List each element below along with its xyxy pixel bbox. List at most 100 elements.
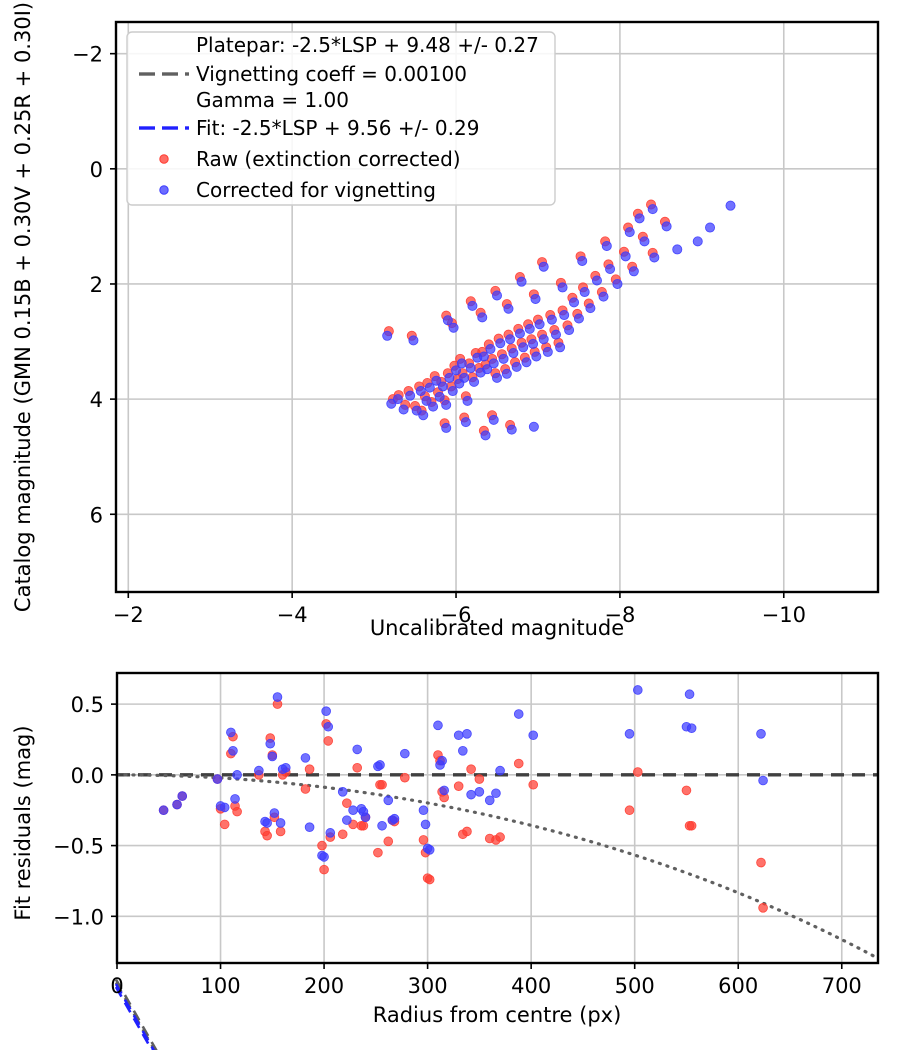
data-point (158, 805, 169, 816)
data-point (705, 222, 716, 233)
data-point (564, 325, 575, 336)
data-point (639, 236, 650, 247)
data-point (442, 315, 453, 326)
data-point (265, 738, 276, 749)
data-point (528, 779, 539, 790)
data-point (460, 417, 471, 428)
bottom-panel-tick-labels: 0 100 200 300 400 500 600 700 0.5 0.0 −0.5 −1.0 (53, 693, 862, 998)
data-point (337, 787, 348, 797)
legend-marker-raw (159, 154, 169, 164)
data-point (434, 391, 445, 402)
data-point (219, 819, 230, 830)
data-point (466, 789, 476, 800)
x-tick-label: 700 (822, 974, 862, 998)
data-point (557, 282, 568, 293)
data-point (518, 342, 529, 353)
data-point (528, 338, 539, 349)
data-point (275, 826, 286, 837)
data-point (686, 820, 697, 831)
data-point (612, 278, 623, 289)
x-tick-label: 300 (408, 974, 448, 998)
data-point (534, 319, 545, 330)
data-point (725, 200, 736, 211)
data-point (692, 236, 703, 247)
data-point (400, 748, 410, 759)
data-point (513, 758, 524, 769)
data-point (254, 765, 264, 776)
top-panel-y-axis-label: Catalog magnitude (GMN 0.15B + 0.30V + 0… (11, 2, 35, 612)
data-point (383, 836, 394, 847)
x-tick-label: −10 (762, 603, 806, 627)
data-point (375, 760, 385, 770)
data-point (377, 820, 387, 831)
legend-label-raw: Raw (extinction corrected) (196, 147, 461, 171)
data-point (491, 372, 502, 383)
data-point (538, 261, 549, 272)
data-point (424, 874, 435, 885)
data-point (647, 204, 658, 215)
data-point (569, 297, 580, 308)
data-point (267, 751, 278, 762)
data-point (262, 830, 272, 841)
data-point (514, 328, 525, 339)
data-point (453, 730, 464, 741)
data-point (319, 864, 329, 875)
data-point (424, 382, 435, 393)
data-point (392, 394, 403, 405)
y-tick-label: 2 (90, 273, 103, 297)
data-point (538, 334, 549, 345)
data-point (485, 344, 496, 355)
data-point (300, 753, 311, 763)
legend-marker-corrected (159, 185, 169, 195)
data-point (453, 781, 464, 791)
data-point (304, 764, 315, 774)
data-point (433, 720, 443, 731)
data-point (405, 390, 416, 401)
legend-label-vignetting-coeff: Vignetting coeff = 0.00100 (196, 62, 467, 86)
data-point (469, 376, 480, 387)
data-point (342, 815, 352, 825)
data-point (377, 779, 387, 790)
vignetting-model-curve (115, 773, 877, 959)
data-point (462, 729, 472, 739)
data-point (495, 832, 505, 842)
data-point (352, 762, 363, 773)
data-point (477, 312, 488, 323)
x-tick-label: 100 (200, 974, 240, 998)
data-point (482, 364, 493, 375)
y-tick-label: 4 (90, 388, 103, 412)
data-point (462, 826, 472, 837)
data-point (756, 857, 766, 868)
x-tick-label: 200 (304, 974, 344, 998)
data-point (474, 787, 485, 797)
data-point (632, 767, 643, 777)
top-panel-legend: Platepar: -2.5*LSP + 9.48 +/- 0.27 Vigne… (126, 31, 556, 206)
data-point (579, 287, 590, 298)
y-tick-label: −2 (72, 43, 103, 67)
data-point (634, 213, 645, 224)
data-point (649, 252, 660, 263)
bottom-panel-reference-lines (115, 773, 878, 959)
data-point (516, 276, 527, 287)
data-point (418, 835, 429, 845)
data-point (228, 745, 238, 756)
axes-frame (114, 20, 880, 594)
data-point (488, 358, 499, 369)
data-point (546, 314, 557, 325)
data-point (319, 852, 329, 862)
data-point (661, 221, 672, 232)
data-point (230, 794, 240, 804)
data-point (418, 410, 429, 421)
photometry-fit-panel: −2 −4 −6 −8 −10 −2 0 2 4 6 Uncalibrated magnitude… (11, 2, 880, 1050)
data-point (373, 847, 383, 858)
data-point (304, 822, 315, 832)
data-point (598, 291, 609, 302)
data-point (280, 762, 291, 773)
data-point (458, 745, 468, 756)
data-point (431, 375, 442, 386)
data-point (480, 430, 491, 441)
data-point (511, 361, 522, 372)
top-panel-frame (114, 20, 880, 594)
data-point (591, 275, 602, 286)
